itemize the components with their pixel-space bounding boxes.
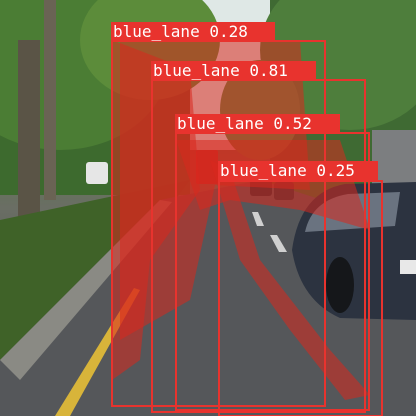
detection-label: blue_lane 0.81 [151,61,316,81]
white-lane-dash [252,212,264,226]
tree-trunk [18,40,40,230]
vehicle-plate [400,260,416,274]
white-lane-dash [270,235,287,252]
detection-label: blue_lane 0.52 [175,114,340,134]
tree-trunk [44,0,56,200]
detection-label: blue_lane 0.28 [111,22,275,42]
vehicle-white [86,162,108,184]
lane-mask [210,160,370,400]
box-blue-lane-025 [218,180,383,416]
detection-label: blue_lane 0.25 [218,161,378,181]
vehicle-wheel [326,257,354,313]
